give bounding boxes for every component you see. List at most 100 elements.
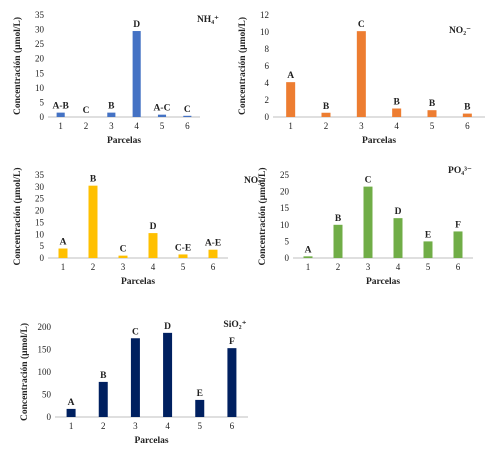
x-tick-label: 2 (324, 121, 329, 131)
bar (56, 112, 65, 117)
x-tick-label: 3 (121, 262, 126, 272)
y-tick-label: 0 (285, 253, 290, 263)
y-tick-label: 10 (280, 220, 290, 230)
bar (98, 381, 108, 417)
y-tick-label: 30 (35, 25, 45, 35)
y-tick-label: 0 (265, 112, 270, 122)
bar (88, 185, 98, 258)
y-tick-label: 0 (40, 253, 45, 263)
y-axis-title: Concentración (µmol/L) (237, 17, 248, 115)
y-tick-label: 5 (285, 236, 290, 246)
y-tick-label: 15 (35, 217, 45, 227)
chart-po4: 0 5 10 15 20 25 1 A 2 B 3 C 4 D 5 E 6 F Parcelas Concentrac… (257, 166, 473, 287)
bar (392, 108, 402, 117)
x-tick-label: 6 (185, 121, 190, 131)
x-tick-label: 3 (133, 421, 138, 431)
y-tick-label: 50 (42, 390, 52, 400)
y-axis-title: Concentración (µmol/L) (19, 323, 30, 421)
significance-letter: B (429, 99, 436, 109)
species-label: SiO₂⁺ (223, 320, 246, 330)
x-tick-label: 6 (456, 262, 461, 272)
y-tick-label: 200 (38, 322, 52, 332)
x-tick-label: 2 (84, 121, 89, 131)
significance-letter: C-E (175, 243, 191, 253)
bar (393, 218, 403, 258)
bar (423, 241, 433, 258)
species-label: NO₃⁻ (244, 176, 266, 186)
y-tick-label: 12 (260, 10, 269, 20)
bar (462, 113, 472, 117)
x-tick-label: 2 (91, 262, 96, 272)
y-tick-label: 25 (35, 194, 45, 204)
y-tick-label: 20 (280, 187, 290, 197)
significance-letter: C (358, 20, 365, 30)
significance-letter: D (150, 222, 157, 232)
chart-sio2: 0 50 100 150 200 1 A 2 B 3 C 4 D 5 E 6 F Parcelas Concentr… (19, 320, 248, 446)
x-tick-label: 5 (160, 121, 165, 131)
x-axis-title: Parcelas (362, 136, 396, 146)
bar (286, 82, 296, 117)
bar (208, 249, 218, 258)
y-tick-label: 35 (35, 170, 45, 180)
x-axis-title: Parcelas (121, 277, 155, 287)
x-axis-title: Parcelas (366, 277, 400, 287)
species-label: NO₂⁻ (449, 26, 471, 36)
significance-letter: C (184, 105, 191, 115)
y-tick-label: 35 (35, 10, 45, 20)
x-tick-label: 6 (211, 262, 216, 272)
bar (321, 112, 331, 117)
y-axis-title: Concentración (µmol/L) (12, 167, 23, 265)
y-tick-label: 5 (40, 241, 45, 251)
bar (427, 110, 437, 117)
y-axis-title: Concentración (µmol/L) (257, 167, 268, 265)
significance-letter: C (83, 106, 90, 116)
bar (333, 224, 343, 258)
x-tick-label: 1 (58, 121, 63, 131)
significance-letter: D (164, 322, 171, 332)
x-axis-title: Parcelas (134, 436, 168, 446)
significance-letter: D (133, 20, 140, 30)
y-tick-label: 10 (260, 27, 270, 37)
bar (148, 233, 158, 258)
bar (66, 408, 76, 417)
significance-letter: A-C (154, 104, 171, 114)
x-tick-label: 5 (426, 262, 431, 272)
y-tick-label: 6 (265, 61, 270, 71)
x-tick-label: 3 (109, 121, 114, 131)
y-tick-label: 20 (35, 54, 45, 64)
y-tick-label: 25 (280, 170, 290, 180)
y-tick-label: 15 (280, 203, 290, 213)
significance-letter: E (197, 389, 203, 399)
significance-letter: B (90, 175, 97, 185)
significance-letter: C (132, 327, 139, 337)
x-tick-label: 3 (366, 262, 371, 272)
significance-letter: C (365, 176, 372, 186)
bar (363, 186, 373, 258)
bar (132, 31, 141, 117)
species-label: PO₄³⁻ (448, 166, 472, 176)
y-tick-label: 0 (47, 412, 52, 422)
bar (303, 256, 313, 258)
significance-letter: A-B (52, 102, 69, 112)
x-tick-label: 4 (396, 262, 401, 272)
chart-nh4: 0 5 10 15 20 25 30 35 1 A-B 2 C 3 B 4 D 5 A-C 6 C Parcelas Co… (12, 10, 219, 146)
y-tick-label: 0 (40, 112, 45, 122)
y-tick-label: 150 (38, 345, 52, 355)
significance-letter: F (455, 220, 461, 230)
bar (107, 112, 116, 117)
x-tick-label: 5 (430, 121, 435, 131)
y-tick-label: 30 (35, 182, 45, 192)
x-tick-label: 1 (69, 421, 74, 431)
bar (157, 114, 167, 117)
x-tick-label: 6 (465, 121, 470, 131)
significance-letter: B (100, 371, 107, 381)
y-tick-label: 100 (38, 367, 52, 377)
significance-letter: A (68, 398, 75, 408)
y-tick-label: 5 (40, 97, 45, 107)
x-tick-label: 1 (306, 262, 311, 272)
bar (227, 348, 237, 417)
x-tick-label: 3 (359, 121, 364, 131)
significance-letter: F (229, 337, 235, 347)
